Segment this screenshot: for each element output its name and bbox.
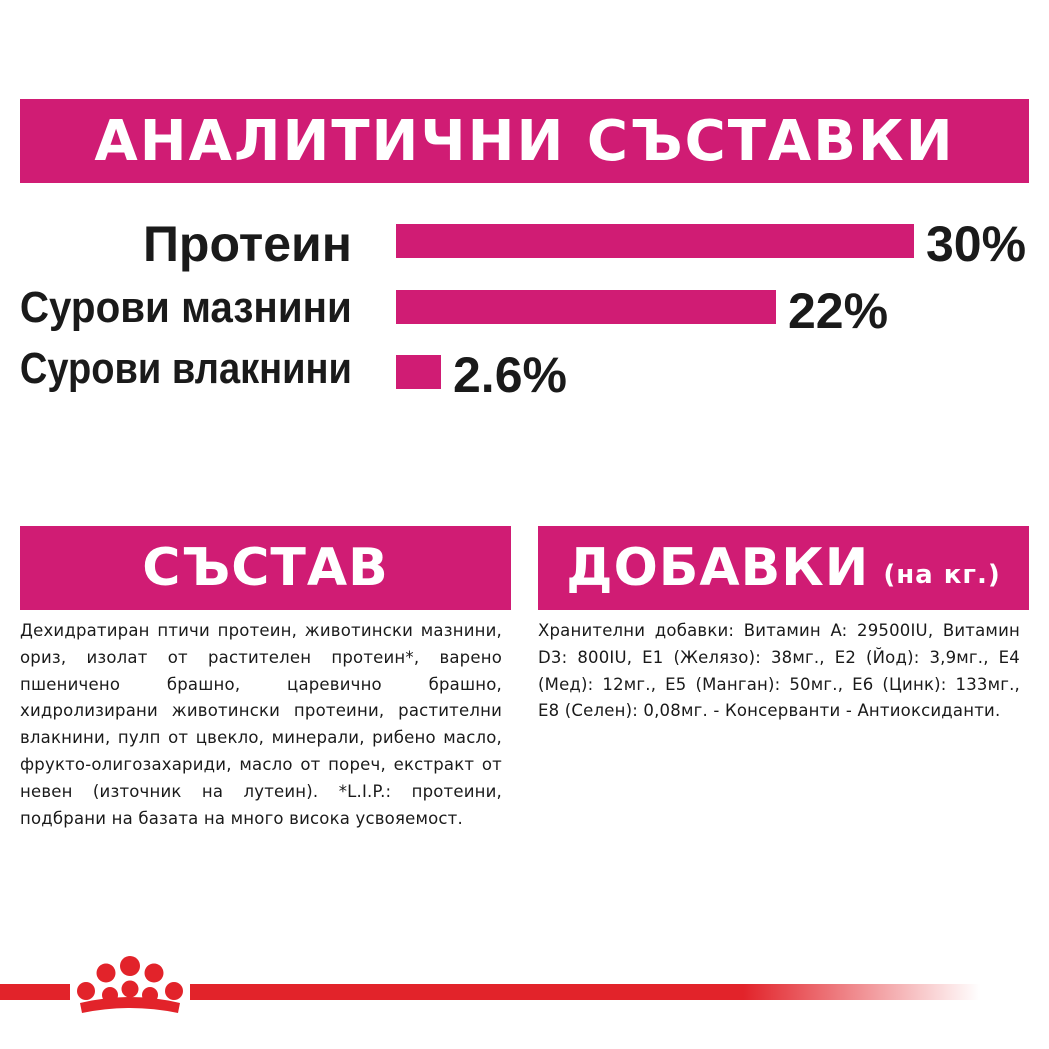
- dobavki-text: Хранителни добавки: Витамин A: 29500IU, …: [538, 621, 1020, 721]
- sostav-banner: СЪСТАВ: [20, 526, 511, 610]
- fat-bar: [396, 290, 776, 324]
- title-text: АНАЛИТИЧНИ СЪСТАВКИ: [94, 108, 955, 174]
- fiber-bar: [396, 355, 441, 389]
- protein-value: 30%: [926, 216, 1027, 272]
- sostav-heading: СЪСТАВ: [142, 538, 389, 598]
- title-banner: АНАЛИТИЧНИ СЪСТАВКИ: [20, 99, 1029, 183]
- protein-bar: [396, 224, 914, 258]
- dobavki-heading-small: (на кг.): [883, 560, 1001, 590]
- fiber-value: 2.6%: [453, 347, 567, 403]
- royal-canin-crown-icon: [77, 956, 183, 1013]
- dobavki-banner: ДОБАВКИ (на кг.): [538, 526, 1029, 610]
- fat-value: 22%: [788, 283, 889, 339]
- protein-label: Протеин: [142, 216, 352, 272]
- footer-line-right: [190, 984, 980, 1000]
- footer-line-left: [0, 984, 70, 1000]
- fiber-label: Сурови влакнини: [20, 344, 352, 393]
- fat-label: Сурови мазнини: [20, 283, 352, 332]
- dobavki-heading: ДОБАВКИ: [566, 538, 870, 598]
- sostav-text: Дехидратиран птичи протеин, животински м…: [20, 621, 502, 828]
